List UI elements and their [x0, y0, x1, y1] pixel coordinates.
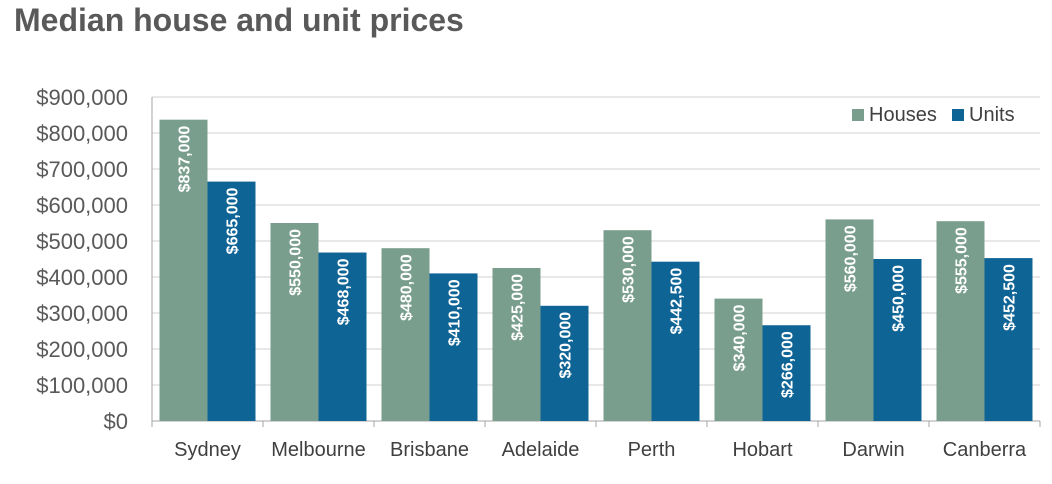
bar-houses-canberra — [936, 221, 985, 421]
y-tick-label: $800,000 — [36, 121, 128, 146]
data-label: $340,000 — [732, 304, 749, 371]
legend-label: Houses — [869, 104, 937, 126]
data-label: $837,000 — [177, 126, 194, 193]
bar-units-brisbane — [429, 273, 478, 421]
data-label: $320,000 — [558, 312, 575, 379]
bar-houses-melbourne — [270, 223, 319, 421]
y-tick-label: $200,000 — [36, 337, 128, 362]
y-tick-label: $900,000 — [36, 85, 128, 110]
data-label: $410,000 — [447, 279, 464, 346]
y-tick-label: $700,000 — [36, 157, 128, 182]
bar-units-adelaide — [540, 305, 589, 421]
legend-label: Units — [969, 104, 1015, 126]
bar-houses-adelaide — [492, 268, 541, 421]
y-tick-label: $100,000 — [36, 373, 128, 398]
x-tick-label: Darwin — [842, 439, 904, 461]
x-tick-label: Perth — [628, 439, 676, 461]
legend-swatch — [852, 109, 864, 121]
bar-units-hobart — [762, 325, 811, 421]
data-label: $665,000 — [225, 187, 242, 254]
bar-units-perth — [651, 261, 700, 421]
data-label: $425,000 — [510, 274, 527, 341]
bar-houses-sydney — [159, 119, 208, 422]
x-tick-label: Hobart — [732, 439, 792, 461]
data-label: $468,000 — [336, 258, 353, 325]
x-tick-label: Canberra — [943, 439, 1027, 461]
bar-units-canberra — [984, 258, 1033, 421]
data-label: $555,000 — [954, 227, 971, 294]
x-tick-label: Brisbane — [390, 439, 469, 461]
data-label: $442,500 — [669, 268, 686, 335]
data-label: $266,000 — [780, 331, 797, 398]
data-label: $480,000 — [399, 254, 416, 321]
data-label: $550,000 — [288, 229, 305, 296]
data-label: $530,000 — [621, 236, 638, 303]
bar-units-melbourne — [318, 252, 367, 421]
y-tick-label: $600,000 — [36, 193, 128, 218]
bar-houses-hobart — [714, 298, 763, 421]
data-label: $560,000 — [843, 225, 860, 292]
legend-swatch — [952, 109, 964, 121]
data-label: $452,500 — [1002, 264, 1019, 331]
chart-title: Median house and unit prices — [14, 2, 464, 38]
bar-houses-darwin — [825, 219, 874, 421]
y-tick-label: $500,000 — [36, 229, 128, 254]
y-tick-label: $400,000 — [36, 265, 128, 290]
data-label: $450,000 — [891, 265, 908, 332]
bar-houses-perth — [603, 230, 652, 421]
bar-units-darwin — [873, 259, 922, 421]
bar-houses-brisbane — [381, 248, 430, 421]
bar-units-sydney — [207, 181, 256, 421]
x-tick-label: Melbourne — [271, 439, 366, 461]
x-tick-label: Sydney — [174, 439, 241, 461]
x-tick-label: Adelaide — [502, 439, 580, 461]
y-tick-label: $0 — [104, 409, 128, 434]
y-tick-label: $300,000 — [36, 301, 128, 326]
